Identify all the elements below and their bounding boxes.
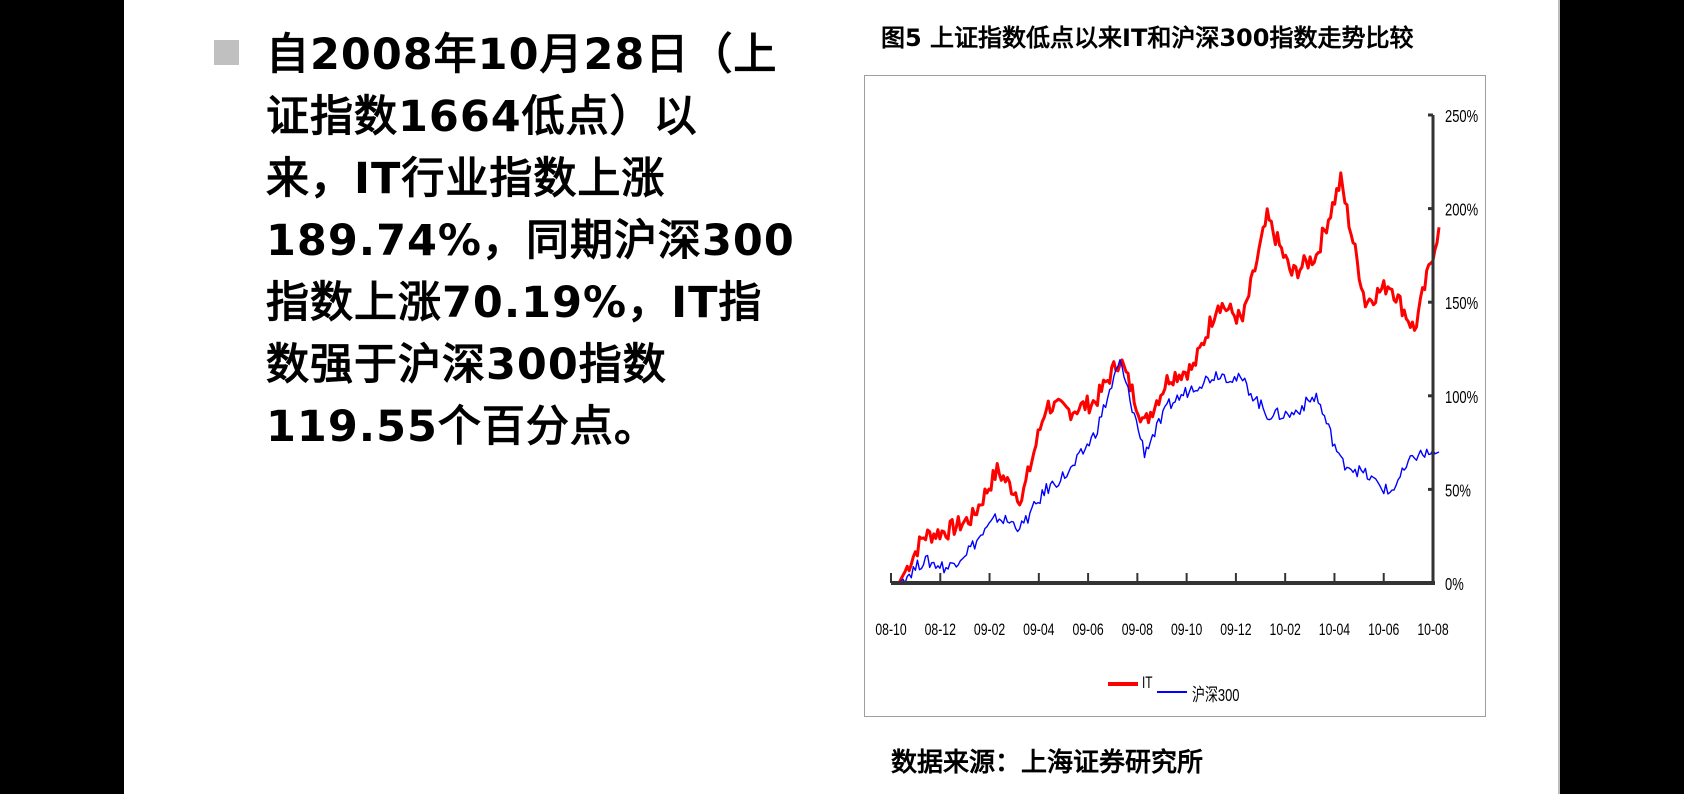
hs300-series-line	[898, 359, 1440, 584]
bullet-square-icon	[214, 40, 239, 65]
chart-labels: 08-10 08-12 09-02 09-04 09-06 09-08 09-10 09-12…	[875, 107, 1478, 640]
y-tick-label: 150%	[1445, 294, 1478, 314]
y-tick-label: 200%	[1445, 201, 1478, 221]
y-tick-label: 50%	[1445, 481, 1471, 501]
summary-line: 指数上涨70.19%，IT指	[266, 278, 763, 328]
x-tick-label: 10-06	[1368, 621, 1399, 639]
x-tick-label: 08-12	[925, 621, 956, 639]
summary-line: 119.55个百分点。	[266, 402, 658, 452]
y-tick-label: 100%	[1445, 388, 1478, 408]
summary-line: 自2008年10月28日（上	[266, 30, 778, 80]
summary-paragraph: 自2008年10月28日（上 证指数1664低点）以 来，IT行业指数上涨 18…	[266, 24, 795, 458]
x-tick-label: 09-04	[1023, 621, 1054, 639]
chart-axes	[890, 113, 1435, 585]
legend-hs300-label: 沪深300	[1192, 685, 1240, 706]
x-tick-label: 09-02	[974, 621, 1005, 639]
it-series-line	[897, 171, 1441, 584]
summary-line: 证指数1664低点）以	[266, 92, 698, 142]
x-tick-label: 09-10	[1171, 621, 1202, 639]
slide-edge-divider	[1558, 0, 1560, 794]
x-tick-label: 10-02	[1270, 621, 1301, 639]
x-tick-label: 09-08	[1122, 621, 1153, 639]
line-chart: 08-10 08-12 09-02 09-04 09-06 09-08 09-10 09-12…	[875, 107, 1478, 706]
x-tick-label: 10-08	[1417, 621, 1448, 639]
chart-frame	[864, 75, 1486, 717]
y-tick-label: 250%	[1445, 107, 1478, 127]
legend-it-label: IT	[1142, 674, 1153, 693]
summary-line: 数强于沪深300指数	[266, 340, 667, 390]
data-source-note: 数据来源：上海证券研究所	[891, 748, 1204, 778]
x-tick-label: 09-06	[1072, 621, 1103, 639]
figure-title: 图5 上证指数低点以来IT和沪深300指数走势比较	[881, 24, 1414, 52]
summary-line: 189.74%，同期沪深300	[266, 216, 795, 266]
summary-line: 来，IT行业指数上涨	[266, 154, 666, 204]
x-tick-label: 08-10	[875, 621, 906, 639]
chart-legend: IT 沪深300	[1108, 674, 1240, 706]
x-tick-label: 09-12	[1220, 621, 1251, 639]
x-tick-label: 10-04	[1319, 621, 1350, 639]
chart-series-layer	[897, 171, 1441, 584]
y-tick-label: 0%	[1445, 575, 1464, 595]
